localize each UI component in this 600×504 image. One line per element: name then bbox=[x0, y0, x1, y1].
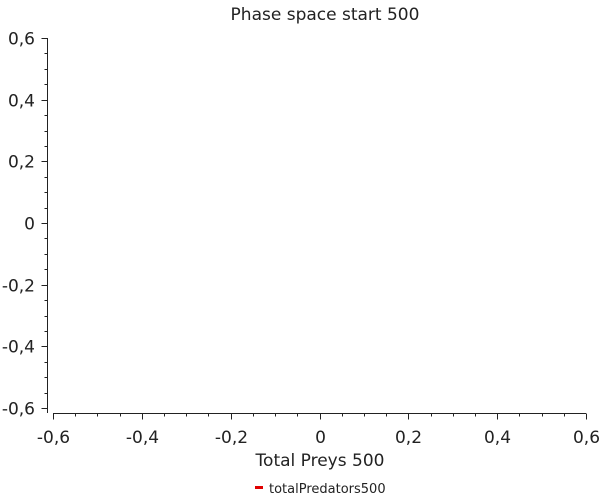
x-tick-label: -0,4 bbox=[126, 428, 159, 448]
legend: totalPredators500 bbox=[255, 482, 386, 497]
x-axis: -0,6 -0,4 -0,2 0 0,2 0,4 0,6 bbox=[37, 413, 600, 448]
legend-swatch-totalPredators500 bbox=[255, 486, 263, 489]
x-tick-label: 0 bbox=[315, 428, 326, 448]
chart-title: Phase space start 500 bbox=[231, 5, 420, 25]
y-tick-label: 0,6 bbox=[8, 30, 35, 50]
legend-label-totalPredators500: totalPredators500 bbox=[269, 482, 386, 497]
x-tick-label: -0,6 bbox=[37, 428, 70, 448]
y-tick-label: 0 bbox=[24, 215, 35, 235]
y-tick-label: -0,6 bbox=[2, 400, 35, 420]
x-tick-label: 0,4 bbox=[484, 428, 511, 448]
y-tick-label: 0,2 bbox=[8, 153, 35, 173]
x-axis-label: Total Preys 500 bbox=[255, 451, 385, 471]
y-tick-label: 0,4 bbox=[8, 92, 35, 112]
y-axis: 0,6 0,4 0,2 0 -0,2 -0,4 -0,6 bbox=[2, 30, 48, 420]
x-tick-label: 0,2 bbox=[395, 428, 422, 448]
y-tick-label: -0,4 bbox=[2, 338, 35, 358]
x-tick-label: 0,6 bbox=[573, 428, 600, 448]
y-tick-label: -0,2 bbox=[2, 277, 35, 297]
x-tick-label: -0,2 bbox=[215, 428, 248, 448]
